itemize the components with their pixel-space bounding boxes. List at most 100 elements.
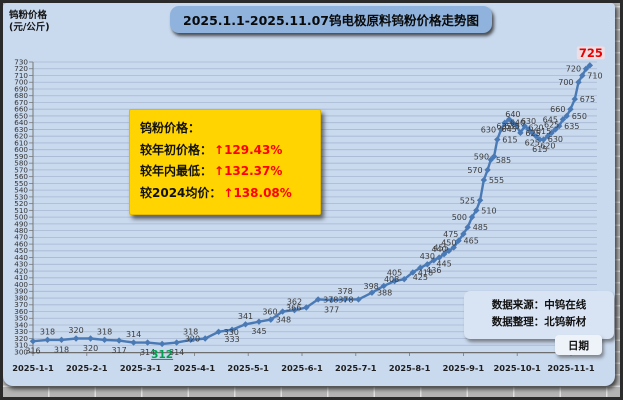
svg-text:2025-9-1: 2025-9-1 [443,363,485,373]
svg-text:630: 630 [521,117,536,126]
svg-text:525: 525 [460,196,475,205]
svg-text:445: 445 [436,260,451,269]
svg-text:430: 430 [420,252,435,261]
svg-text:318: 318 [54,345,69,354]
svg-text:710: 710 [587,71,602,80]
svg-text:550: 550 [14,179,28,188]
annotation-box[interactable]: 钨粉价格： 较年初价格： ↑129.43% 较年内最低： ↑132.37% 较202… [129,109,321,216]
svg-text:316: 316 [25,347,40,356]
svg-text:2025-1-1: 2025-1-1 [12,363,54,373]
svg-text:635: 635 [496,122,511,131]
svg-text:418: 418 [418,268,433,277]
svg-text:345: 345 [251,327,266,336]
svg-text:2025-8-1: 2025-8-1 [389,363,431,373]
svg-text:400: 400 [14,280,28,289]
svg-text:378: 378 [338,295,353,304]
chart-panel[interactable]: 300 310 320 330 340 350 360 370 380 390 400 410 420 4… [3,3,615,386]
data-compiler-line: 数据整理：北钨新材 [491,316,587,329]
svg-text:650: 650 [572,112,587,121]
svg-text:580: 580 [14,159,28,168]
svg-text:630: 630 [14,125,28,134]
svg-text:620: 620 [14,132,28,141]
svg-text:360: 360 [14,307,28,316]
data-source-box[interactable]: 数据来源：中钨在线 数据整理：北钨新材 [464,291,614,339]
svg-text:362: 362 [287,298,302,307]
svg-text:390: 390 [14,287,28,296]
svg-text:460: 460 [14,239,28,248]
svg-text:370: 370 [14,300,28,309]
svg-text:470: 470 [14,233,28,242]
svg-text:2025-10-1: 2025-10-1 [494,363,542,373]
svg-text:348: 348 [276,316,291,325]
annotation-row-label: 较2024均价： [140,185,222,200]
annotation-title: 钨粉价格： [140,121,201,135]
svg-text:314: 314 [169,348,184,357]
svg-text:360: 360 [262,308,277,317]
svg-text:440: 440 [432,245,447,254]
svg-text:485: 485 [473,223,488,232]
svg-text:2025-4-1: 2025-4-1 [174,363,216,373]
svg-text:500: 500 [452,213,467,222]
svg-text:410: 410 [14,273,28,282]
svg-text:330: 330 [14,327,28,336]
svg-text:377: 377 [324,306,339,315]
y-axis-unit-line1: 钨粉价格 [9,10,48,21]
svg-text:640: 640 [510,119,525,128]
svg-text:720: 720 [566,65,581,74]
svg-text:366: 366 [286,303,301,312]
svg-text:590: 590 [474,152,489,161]
chart-title-box[interactable]: 2025.1.1-2025.11.07钨电极原料钨粉价格走势图 [170,6,492,33]
svg-text:405: 405 [387,269,402,278]
svg-text:510: 510 [14,206,28,215]
svg-text:312: 312 [151,349,173,361]
svg-text:585: 585 [496,156,511,165]
svg-text:510: 510 [481,206,496,215]
svg-text:660: 660 [14,105,28,114]
svg-text:436: 436 [426,266,441,275]
svg-text:318: 318 [40,327,55,336]
svg-text:340: 340 [14,320,28,329]
svg-text:310: 310 [14,341,28,350]
svg-text:350: 350 [14,314,28,323]
svg-text:430: 430 [14,260,28,269]
svg-text:320: 320 [14,334,28,343]
svg-text:610: 610 [14,138,28,147]
y-axis-unit-label: 钨粉价格 (元/公斤) [9,10,50,35]
svg-text:530: 530 [14,192,28,201]
svg-text:2025-6-1: 2025-6-1 [281,363,323,373]
y-axis-unit-line2: (元/公斤) [9,22,50,34]
svg-text:378: 378 [337,287,352,296]
svg-text:420: 420 [14,266,28,275]
svg-text:333: 333 [224,335,239,344]
data-source-line: 数据来源：中钨在线 [491,299,587,311]
svg-text:670: 670 [14,98,28,107]
svg-text:625: 625 [525,138,540,147]
svg-text:635: 635 [564,122,579,131]
svg-text:615: 615 [536,127,551,136]
svg-text:650: 650 [14,111,28,120]
svg-text:590: 590 [14,152,28,161]
svg-text:2025-5-1: 2025-5-1 [227,363,269,373]
x-axis-title-box[interactable]: 日期 [555,335,602,355]
svg-text:615: 615 [532,145,547,154]
x-axis-title: 日期 [568,339,589,352]
svg-text:730: 730 [14,57,28,66]
annotation-row-value: ↑138.08% [223,185,292,200]
svg-text:455: 455 [433,243,448,252]
svg-text:398: 398 [363,282,378,291]
svg-text:710: 710 [14,71,28,80]
svg-text:330: 330 [224,328,239,337]
svg-text:318: 318 [97,327,112,336]
svg-text:660: 660 [550,105,565,114]
svg-text:320: 320 [68,326,83,335]
svg-text:450: 450 [441,238,456,247]
svg-text:555: 555 [489,176,504,185]
svg-text:2025-3-1: 2025-3-1 [120,363,162,373]
svg-text:635: 635 [504,122,519,131]
svg-text:318: 318 [183,327,198,336]
chart-title: 2025.1.1-2025.11.07钨电极原料钨粉价格走势图 [183,13,479,28]
svg-text:2025-7-1: 2025-7-1 [335,363,377,373]
svg-text:300: 300 [14,347,28,356]
svg-text:570: 570 [467,166,482,175]
svg-text:640: 640 [505,110,520,119]
